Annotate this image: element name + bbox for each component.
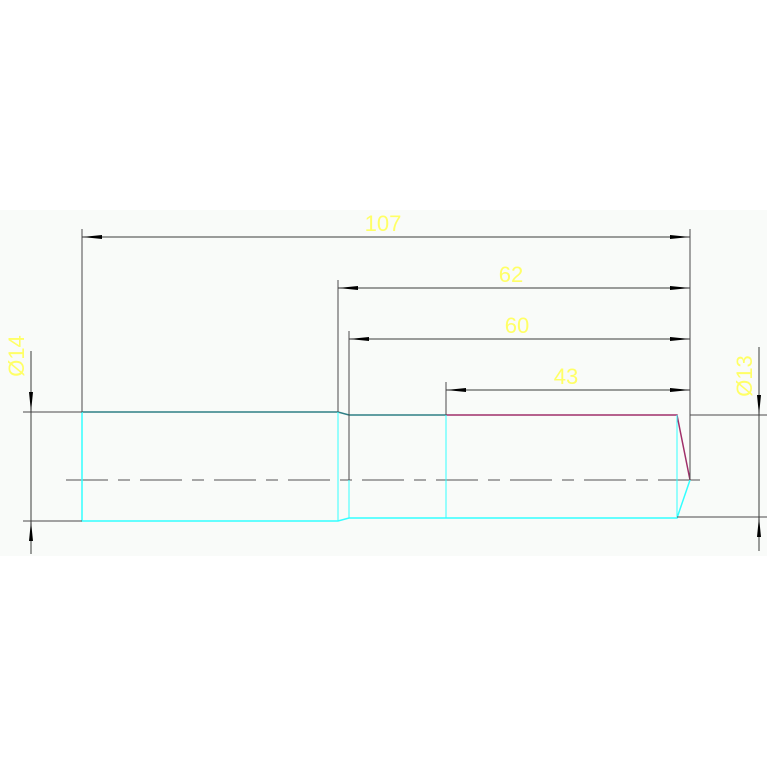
outline-top-left — [82, 411, 446, 416]
arrowhead — [82, 235, 102, 239]
dimension-62: 62 — [338, 262, 690, 290]
arrowhead — [757, 517, 761, 537]
dimension-text-diameter-14: Ø14 — [4, 335, 29, 377]
dimension-43: 43 — [446, 364, 690, 392]
dimension-diameter-14: Ø14 — [4, 335, 33, 554]
arrowhead — [670, 286, 690, 290]
arrowhead — [349, 337, 369, 341]
dimension-107: 107 — [82, 211, 690, 239]
dimension-text-62: 62 — [499, 262, 523, 287]
dimension-text-43: 43 — [554, 364, 578, 389]
arrowhead — [29, 392, 33, 412]
dimension-text-60: 60 — [505, 313, 529, 338]
dimension-diameter-13: Ø13 — [732, 347, 761, 551]
arrowhead — [29, 521, 33, 541]
arrowhead — [670, 388, 690, 392]
drawing-area-background — [0, 210, 767, 556]
extension-lines — [23, 229, 767, 522]
arrowhead — [446, 388, 466, 392]
arrowhead — [670, 337, 690, 341]
arrowhead — [670, 235, 690, 239]
outline-bottom — [81, 412, 691, 522]
arrowhead — [338, 286, 358, 290]
dimension-60: 60 — [349, 313, 690, 341]
dimension-text-107: 107 — [365, 211, 402, 236]
arrowhead — [757, 395, 761, 415]
dimension-text-diameter-13: Ø13 — [732, 355, 757, 397]
